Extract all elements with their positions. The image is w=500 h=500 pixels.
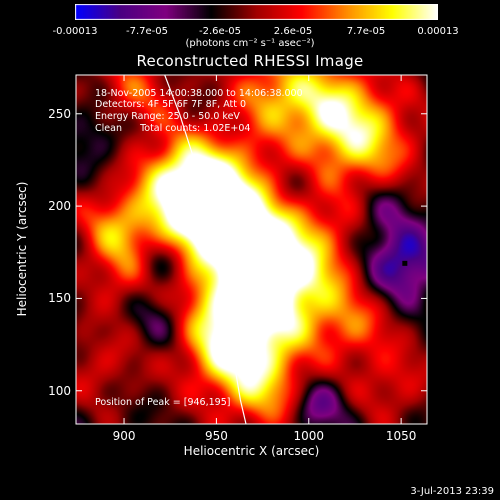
colorbar-tick-label: 2.6e-05 xyxy=(273,26,313,37)
plot-frame xyxy=(75,74,428,425)
colorbar-tick-label: 7.7e-05 xyxy=(346,26,386,37)
y-tick-label: 150 xyxy=(48,291,71,306)
colorbar xyxy=(75,4,438,20)
y-axis-ticks xyxy=(76,113,427,392)
colorbar-tick-label: -0.00013 xyxy=(52,26,98,37)
annotation-time-range: 18-Nov-2005 14:00:38.000 to 14:06:38.000 xyxy=(95,88,303,99)
y-tick-label: 250 xyxy=(48,106,71,121)
x-axis-ticks xyxy=(123,75,402,424)
annotation-total-counts: Clean Total counts: 1.02E+04 xyxy=(95,123,251,134)
annotation-energy-range: Energy Range: 25.0 - 50.0 keV xyxy=(95,111,240,122)
colorbar-tick-label: 0.00013 xyxy=(417,26,459,37)
chart-title: Reconstructed RHESSI Image xyxy=(136,52,364,70)
colorbar-tick-label: -7.7e-05 xyxy=(126,26,168,37)
solar-limb-curve xyxy=(164,74,247,425)
datestamp: 3-Jul-2013 23:39 xyxy=(410,486,494,497)
limb-line xyxy=(164,74,247,425)
y-tick-label: 100 xyxy=(48,383,71,398)
x-tick-label: 1050 xyxy=(385,429,417,443)
heatmap-image xyxy=(76,75,427,424)
x-tick-label: 900 xyxy=(112,429,136,443)
colorbar-units: (photons cm⁻² s⁻¹ asec⁻²) xyxy=(185,38,315,49)
x-tick-label: 1000 xyxy=(293,429,325,443)
colorbar-tick-label: -2.6e-05 xyxy=(199,26,241,37)
peak-dot xyxy=(402,260,408,266)
y-axis-label: Heliocentric Y (arcsec) xyxy=(15,181,29,317)
peak-marker xyxy=(402,260,408,266)
annotation-peak-position: Position of Peak = [946,195] xyxy=(95,397,231,408)
x-tick-label: 950 xyxy=(204,429,228,443)
x-axis-label: Heliocentric X (arcsec) xyxy=(183,444,320,458)
y-tick-label: 200 xyxy=(48,199,71,214)
annotation-detectors: Detectors: 4F 5F 6F 7F 8F, Att 0 xyxy=(95,99,247,110)
